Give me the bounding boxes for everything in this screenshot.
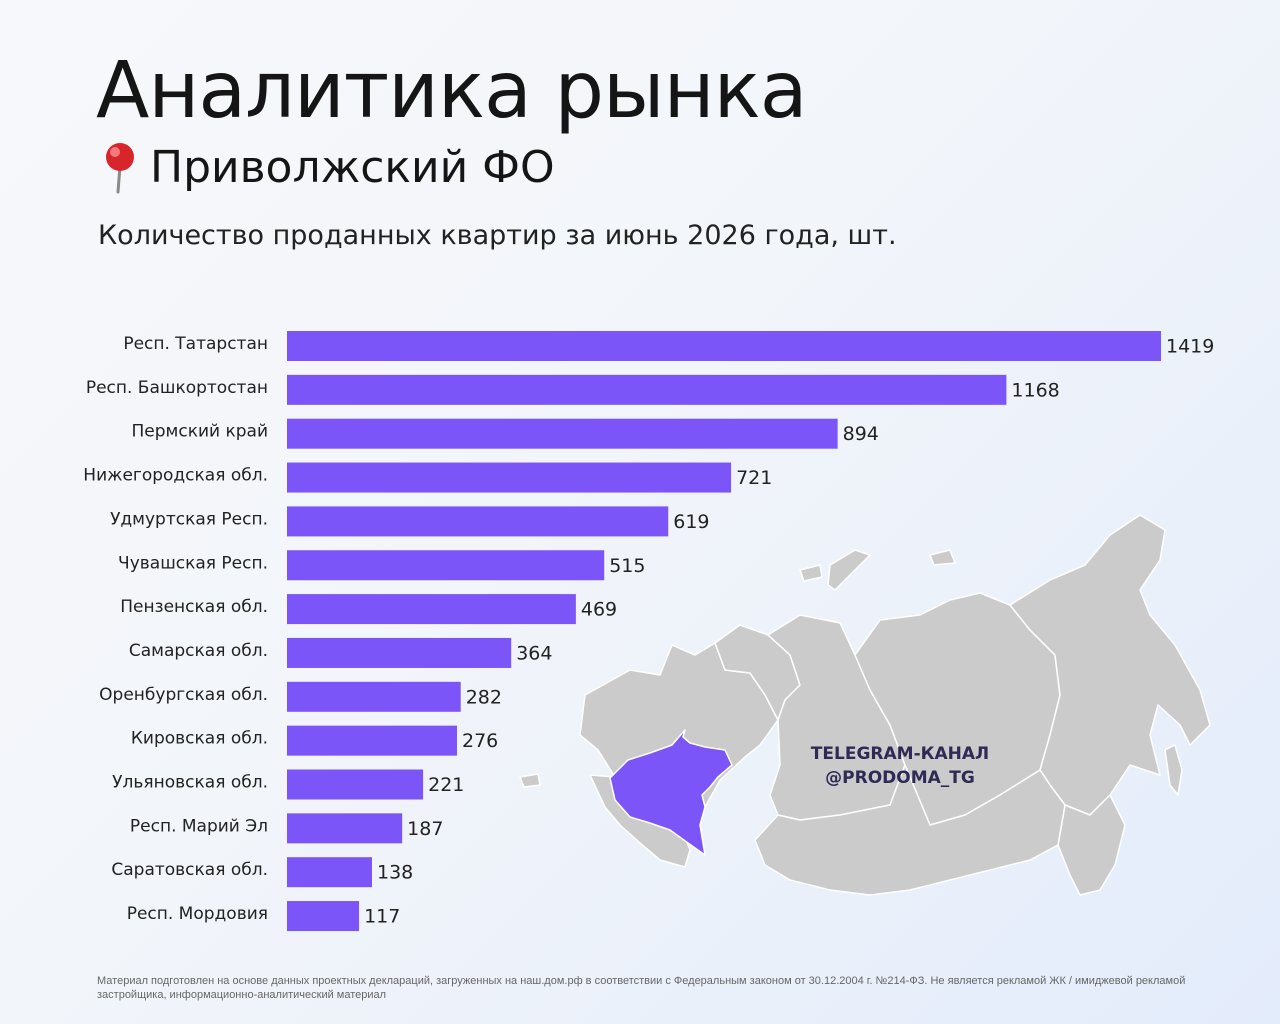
category-label: Самарская обл. — [129, 641, 268, 661]
category-label: Респ. Мордовия — [127, 904, 268, 924]
data-label: 138 — [377, 862, 413, 884]
watermark-line-2: @PRODOMA_TG — [825, 768, 975, 788]
bar — [287, 857, 372, 888]
bar — [287, 374, 1007, 405]
data-label: 364 — [516, 642, 552, 664]
category-label: Респ. Башкортостан — [86, 378, 268, 398]
watermark-line-1: TELEGRAM-КАНАЛ — [810, 744, 990, 764]
category-label: Респ. Татарстан — [123, 334, 268, 354]
category-label: Кировская обл. — [131, 729, 268, 749]
category-label: Пензенская обл. — [120, 597, 268, 617]
bar — [287, 331, 1161, 361]
page-subtitle: Приволжский ФО — [100, 140, 555, 194]
bar — [287, 725, 457, 756]
russia-map — [519, 514, 1211, 896]
data-label: 619 — [673, 511, 709, 533]
category-label: Ульяновская обл. — [112, 773, 268, 793]
page-title: Аналитика рынка — [96, 46, 808, 136]
map-south-siberia — [754, 764, 1066, 896]
bar — [287, 901, 360, 932]
bar — [287, 550, 605, 581]
data-label: 515 — [609, 555, 645, 577]
data-label: 721 — [736, 467, 772, 489]
category-label: Чувашская Респ. — [118, 553, 268, 573]
map-sakhalin — [1164, 744, 1183, 796]
map-far-east-south — [1057, 794, 1126, 896]
map-far-east — [1009, 514, 1211, 816]
bar — [287, 813, 403, 844]
bar — [287, 462, 732, 493]
data-label: 187 — [407, 818, 443, 840]
data-label: 1168 — [1011, 379, 1059, 401]
bar — [287, 637, 512, 668]
bar — [287, 681, 461, 712]
bar — [287, 594, 576, 625]
category-label: Респ. Марий Эл — [130, 816, 268, 836]
map-kaliningrad — [519, 773, 541, 788]
data-label: 282 — [466, 686, 502, 708]
category-label: Саратовская обл. — [111, 860, 268, 880]
chart-title: Количество проданных квартир за июнь 202… — [98, 220, 897, 251]
map-arctic-islands — [799, 549, 956, 582]
category-label: Оренбургская обл. — [99, 685, 268, 705]
category-label: Нижегородская обл. — [83, 466, 268, 486]
data-label: 894 — [843, 423, 879, 445]
data-label: 1419 — [1166, 336, 1214, 358]
bar — [287, 769, 424, 800]
red-pushpin-icon — [106, 143, 134, 194]
data-label: 221 — [428, 774, 464, 796]
bar — [287, 506, 669, 537]
bar — [287, 418, 838, 449]
map-novaya-zemlya — [827, 549, 871, 591]
volga-district-highlight — [609, 729, 733, 856]
region-name: Приволжский ФО — [150, 141, 555, 193]
footnote: Материал подготовлен на основе данных пр… — [97, 975, 1186, 1001]
category-label: Удмуртская Респ. — [110, 509, 268, 529]
data-label: 469 — [581, 599, 617, 621]
data-label: 117 — [364, 906, 400, 928]
category-label: Пермский край — [132, 422, 269, 442]
telegram-watermark: TELEGRAM-КАНАЛ @PRODOMA_TG — [810, 742, 990, 790]
data-label: 276 — [462, 730, 498, 752]
